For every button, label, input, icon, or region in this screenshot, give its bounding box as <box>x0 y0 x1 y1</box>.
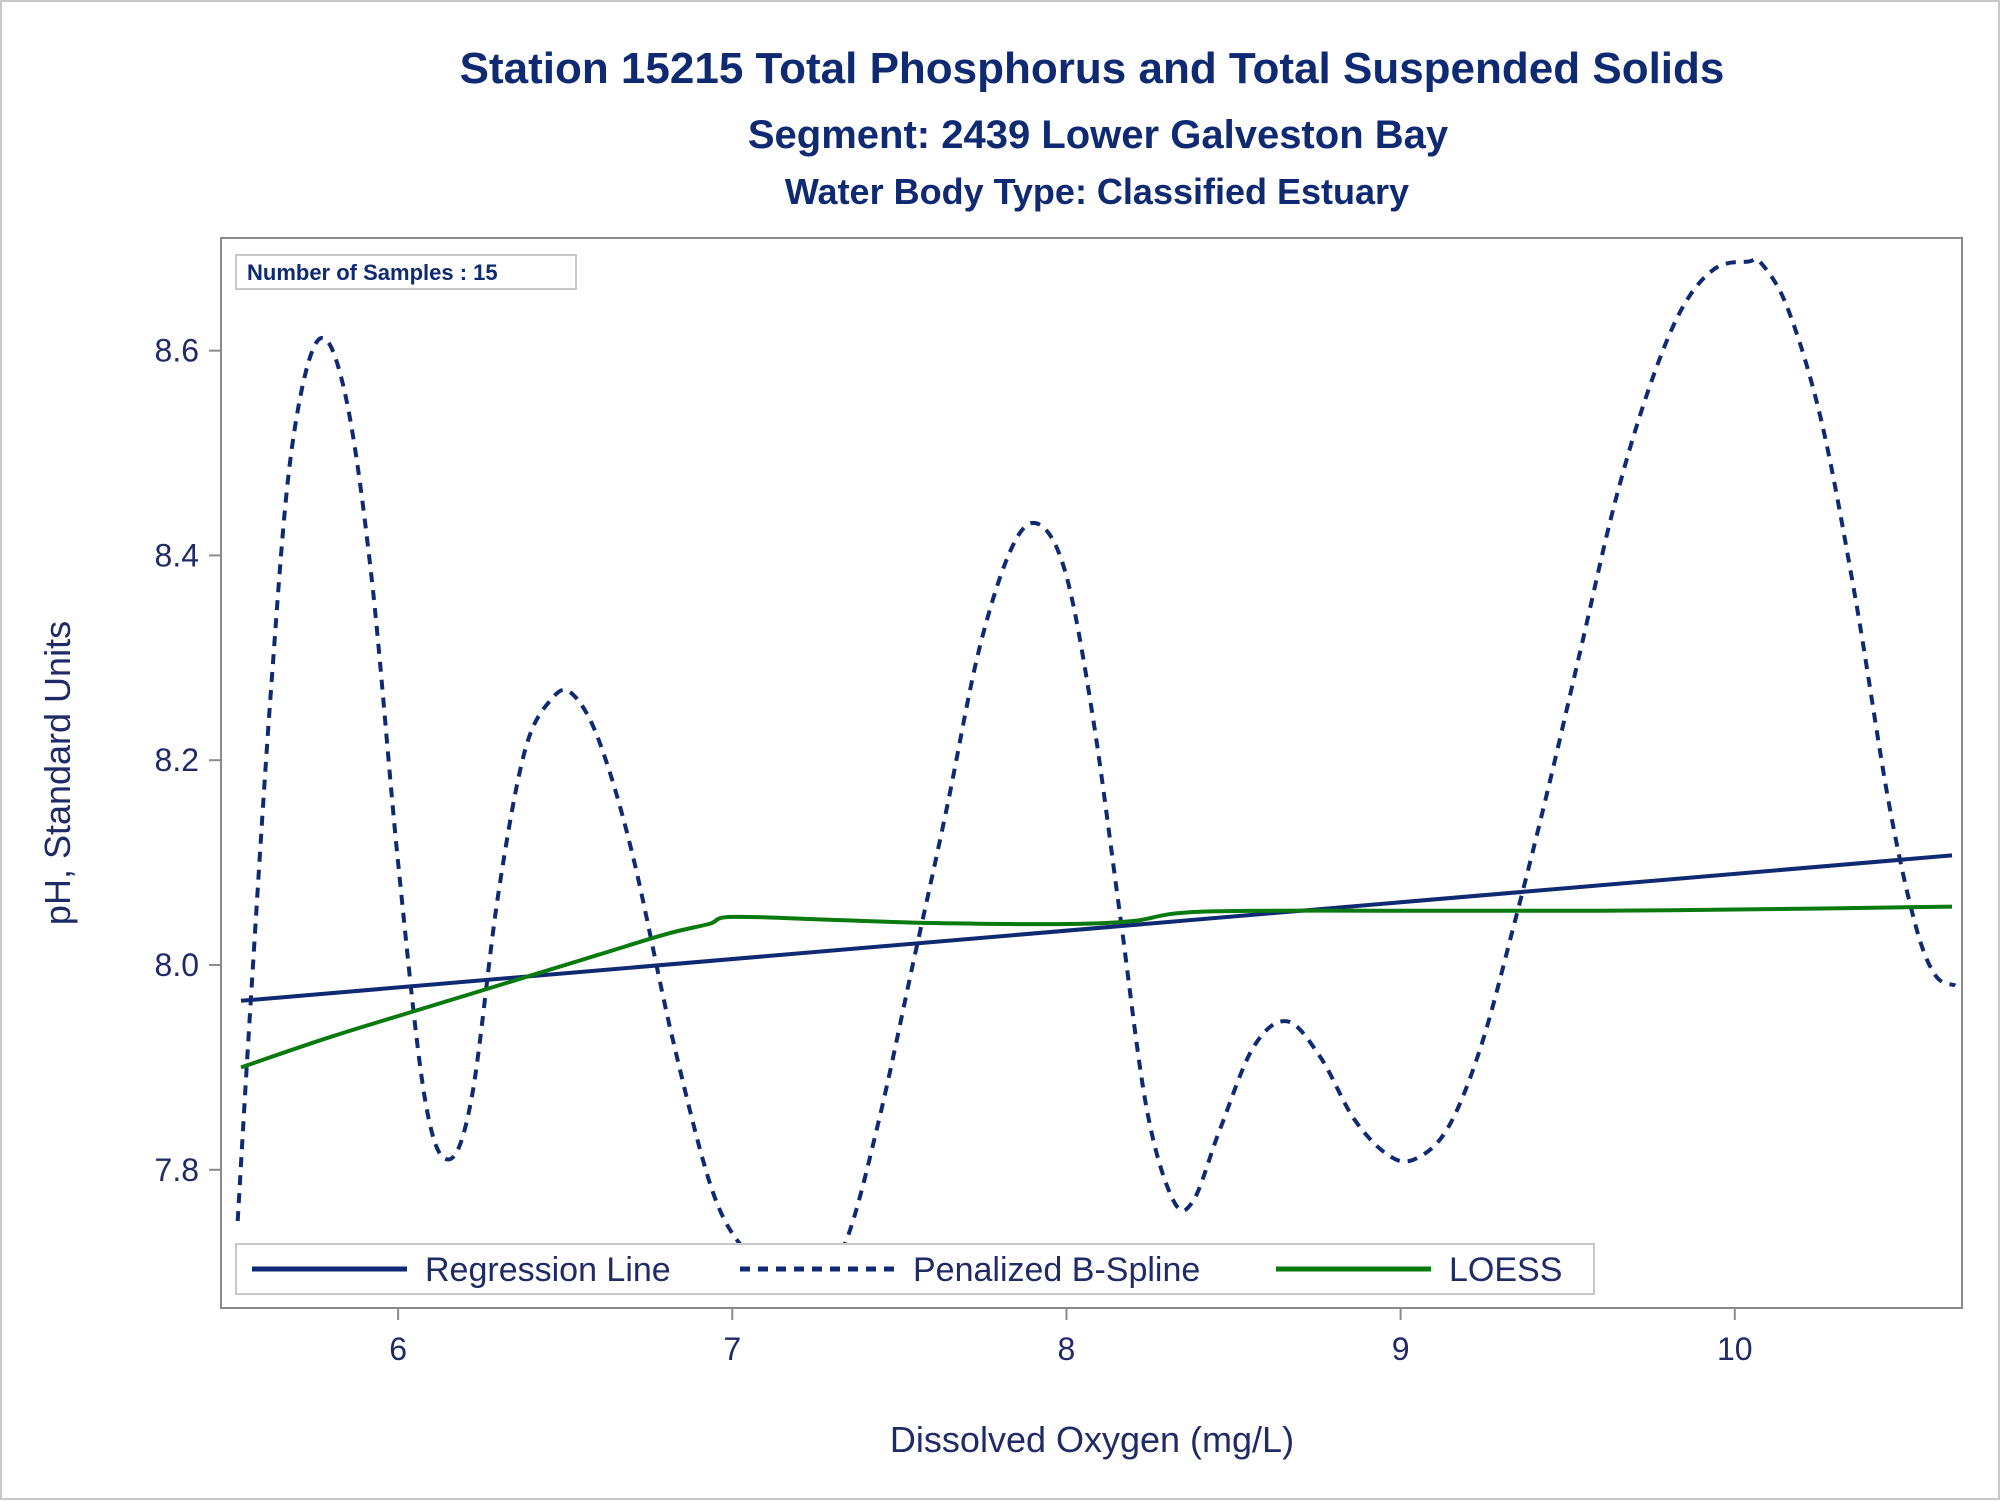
x-tick-label: 9 <box>1392 1331 1410 1367</box>
legend: Regression Line Penalized B-Spline LOESS <box>252 1251 1562 1289</box>
y-tick-label: 8.4 <box>155 537 199 573</box>
legend-label: Regression Line <box>425 1251 671 1289</box>
chart-subtitle-2: Water Body Type: Classified Estuary <box>785 171 1409 212</box>
plot-area <box>220 237 1963 1309</box>
series-layer <box>235 257 1957 1293</box>
y-axis: 7.8 8.0 8.2 8.4 8.6 <box>155 333 221 1188</box>
y-axis-label: pH, Standard Units <box>37 621 78 925</box>
x-tick-label: 10 <box>1717 1331 1753 1367</box>
series-line-penalized-b-spline <box>235 257 1957 1293</box>
series-line-loess <box>240 904 1953 1070</box>
x-tick-label: 6 <box>389 1331 407 1367</box>
x-tick-label: 8 <box>1058 1331 1076 1367</box>
y-tick-label: 7.8 <box>155 1152 199 1188</box>
x-axis-label: Dissolved Oxygen (mg/L) <box>890 1419 1294 1460</box>
y-tick-label: 8.0 <box>155 947 199 983</box>
legend-label: LOESS <box>1449 1251 1562 1289</box>
sample-count-label: Number of Samples : 15 <box>247 260 498 285</box>
y-tick-label: 8.6 <box>155 333 199 369</box>
y-tick-label: 8.2 <box>155 742 199 778</box>
legend-label: Penalized B-Spline <box>913 1251 1200 1289</box>
sample-count-box <box>235 254 577 290</box>
chart-title: Station 15215 Total Phosphorus and Total… <box>460 44 1725 93</box>
x-axis: 6 7 8 9 10 <box>389 1308 1753 1367</box>
x-tick-label: 7 <box>723 1331 741 1367</box>
legend-box <box>235 1243 1595 1295</box>
chart-subtitle: Segment: 2439 Lower Galveston Bay <box>748 113 1449 157</box>
